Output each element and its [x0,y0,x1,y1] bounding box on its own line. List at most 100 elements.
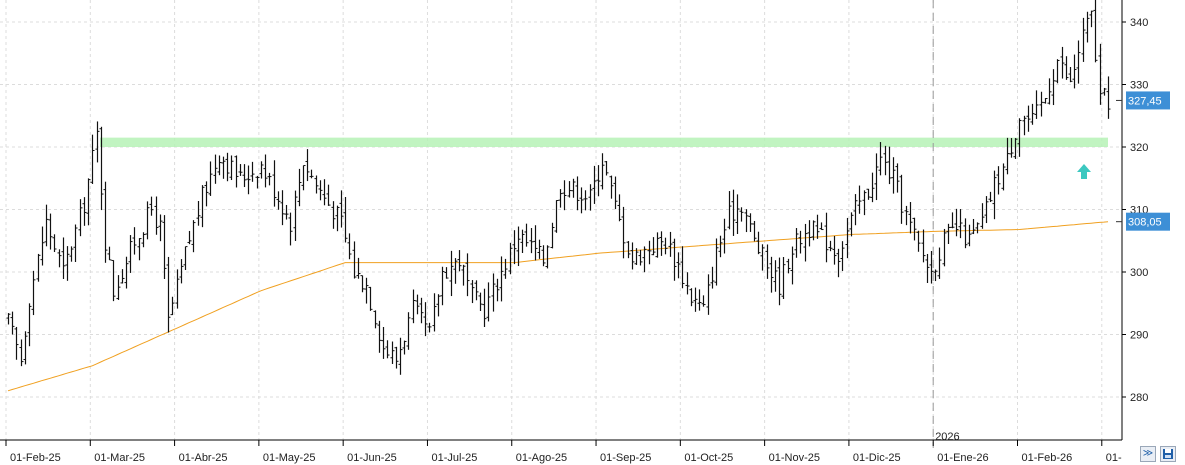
ohlc-bar [508,242,513,275]
ohlc-bar [647,240,652,265]
ohlc-bar [630,242,635,270]
ohlc-bar [878,142,883,176]
ohlc-bar [937,247,942,279]
ohlc-bar [866,188,871,200]
ohlc-bar [596,165,601,197]
ohlc-bar [718,235,723,258]
ohlc-bar [347,233,352,260]
ohlc-bar [1076,40,1081,84]
ohlc-bar [95,121,100,163]
ohlc-bar [815,214,820,239]
ohlc-bar [394,346,399,369]
year-marker-label: 2026 [935,431,959,443]
ohlc-bar [1026,105,1031,132]
ohlc-bar [963,218,968,249]
ohlc-bar [722,218,727,254]
ohlc-bar [19,339,24,367]
ohlc-bar [331,201,336,229]
ohlc-bar [158,214,163,242]
ohlc-bar [663,237,668,255]
ohlc-bar [1017,118,1022,157]
ohlc-bar [69,246,74,262]
ohlc-bar [356,257,361,279]
ohlc-bar [217,155,222,176]
ohlc-bar [297,168,302,207]
ohlc-bar [124,256,129,289]
ohlc-bar [537,239,542,259]
last-price-tag-label: 327,45 [1128,95,1162,107]
ohlc-bar [204,181,209,207]
ohlc-bar [668,231,673,257]
save-icon[interactable] [1160,446,1176,462]
ohlc-bar [73,224,78,263]
ohlc-bar [440,266,445,306]
ohlc-bar [486,282,491,322]
ohlc-bar [343,197,348,243]
ohlc-bar [731,189,736,236]
time-tick-label: 01-Ago-25 [516,452,567,464]
ohlc-bar [685,272,690,295]
ohlc-bar [912,217,917,241]
ohlc-bar [187,230,192,245]
ohlc-bar [10,311,15,335]
ohlc-bar [318,180,323,201]
ohlc-bar [6,313,11,325]
scroll-right-icon[interactable]: ≫ [1140,446,1156,462]
ohlc-bar [132,227,137,255]
ohlc-bar [301,165,306,191]
ohlc-bar [769,256,774,293]
ohlc-bar [891,157,896,194]
ohlc-bar [120,269,125,284]
ohlc-bar [419,297,424,324]
time-axis: 01-Feb-25 01-Mar-25 01-Abr-25 01-May-25 01-J… [5,431,1122,464]
ohlc-bar [322,179,327,206]
ohlc-bar [807,220,812,247]
ohlc-bar [971,218,976,235]
ohlc-bar [335,205,340,232]
ohlc-bar [449,250,454,297]
ohlc-bar [1064,56,1069,80]
ohlc-bar [234,155,239,188]
ohlc-bar [267,172,272,186]
ma-value-tag-label: 308,05 [1128,217,1162,229]
ohlc-bar [739,207,744,222]
ohlc-bar [562,180,567,211]
ohlc-bar [655,232,660,258]
ohlc-bar [697,289,702,311]
ohlc-bar [980,203,985,229]
ohlc-bar [402,340,407,355]
ohlc-bar [929,250,934,284]
ohlc-bar [398,337,403,375]
ohlc-bar [988,191,993,203]
ohlc-bar [213,154,218,184]
ohlc-bar [284,204,289,220]
ohlc-bar [760,244,765,271]
ohlc-bar [710,266,715,289]
ohlc-bar [1102,87,1107,96]
ohlc-bar [166,256,171,333]
ohlc-bar [621,206,626,259]
ohlc-bar [874,153,879,201]
ohlc-bar [175,269,180,309]
ohlc-bar [339,190,344,228]
ohlc-bar [1081,17,1086,62]
ohlc-bar [824,212,829,263]
price-tick-label: 340 [1130,17,1148,29]
ohlc-bar [904,205,909,226]
ohlc-bar [82,197,87,226]
ohlc-bar [870,172,875,203]
ohlc-bar [1030,103,1035,125]
ohlc-bar [1072,54,1077,89]
ohlc-bar [545,245,550,269]
ohlc-bar [57,249,62,268]
ohlc-bar [432,293,437,332]
time-tick-label: 01-Ene-26 [937,452,988,464]
ohlc-bar [453,258,458,284]
ohlc-bar [14,326,19,360]
ohlc-bar [571,178,576,198]
ohlc-bar [659,231,664,256]
ohlc-bar [499,256,504,302]
ohlc-bar [899,174,904,224]
ohlc-bar [183,246,188,270]
